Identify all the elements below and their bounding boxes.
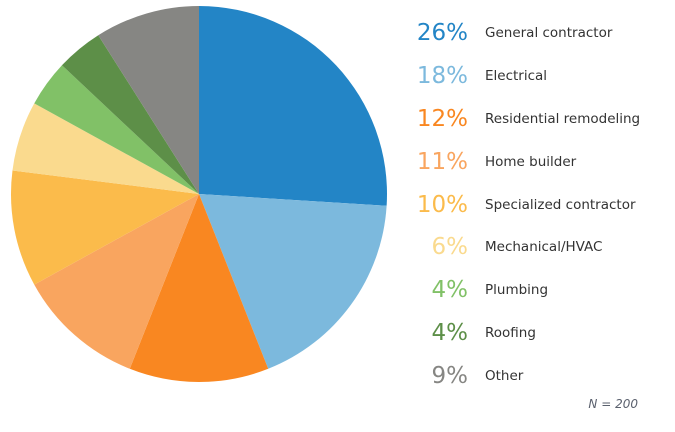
legend-label-other: Other xyxy=(485,367,524,384)
legend-percent-mechanical-hvac: 6% xyxy=(431,233,469,260)
legend-percent-plumbing: 4% xyxy=(431,276,469,303)
pie-slice-residential-remodeling xyxy=(129,194,269,383)
legend-row-roofing: 4% Roofing xyxy=(400,312,536,354)
chart-legend: 26% General contractor 18% Electrical 12… xyxy=(400,0,660,432)
legend-percent-other: 9% xyxy=(431,362,469,389)
legend-percent-roofing: 4% xyxy=(431,319,469,346)
pie-slice-electrical xyxy=(199,194,387,369)
pie-slices-group xyxy=(10,5,388,383)
legend-label-specialized-contractor: Specialized contractor xyxy=(485,196,636,213)
pie-slice-other xyxy=(98,5,199,194)
pie-slice-general-contractor xyxy=(199,6,388,206)
pie-slice-roofing xyxy=(61,35,200,194)
legend-percent-home-builder: 11% xyxy=(416,148,468,175)
legend-label-residential-remodeling: Residential remodeling xyxy=(485,110,641,127)
legend-row-general-contractor: 26% General contractor xyxy=(400,12,613,54)
legend-percent-specialized-contractor: 10% xyxy=(416,191,468,218)
legend-label-home-builder: Home builder xyxy=(485,153,577,170)
legend-label-general-contractor: General contractor xyxy=(485,24,613,41)
legend-label-roofing: Roofing xyxy=(485,324,536,341)
legend-percent-electrical: 18% xyxy=(416,62,468,89)
legend-label-electrical: Electrical xyxy=(485,67,548,84)
pie-slice-mechanical-hvac xyxy=(12,103,200,194)
legend-label-plumbing: Plumbing xyxy=(485,281,549,298)
legend-row-mechanical-hvac: 6% Mechanical/HVAC xyxy=(400,226,603,268)
sample-size-note: N = 200 xyxy=(588,397,638,411)
legend-percent-general-contractor: 26% xyxy=(416,19,468,46)
legend-row-residential-remodeling: 12% Residential remodeling xyxy=(400,98,640,140)
legend-label-mechanical-hvac: Mechanical/HVAC xyxy=(485,238,603,255)
legend-row-electrical: 18% Electrical xyxy=(400,55,547,97)
pie-slice-specialized-contractor xyxy=(10,170,199,285)
legend-row-plumbing: 4% Plumbing xyxy=(400,269,549,311)
legend-row-other: 9% Other xyxy=(400,355,524,397)
pie-slice-plumbing xyxy=(34,65,199,194)
legend-percent-residential-remodeling: 12% xyxy=(416,105,468,132)
pie-slice-home-builder xyxy=(34,194,199,369)
legend-row-specialized-contractor: 10% Specialized contractor xyxy=(400,184,636,226)
legend-row-home-builder: 11% Home builder xyxy=(400,141,576,183)
